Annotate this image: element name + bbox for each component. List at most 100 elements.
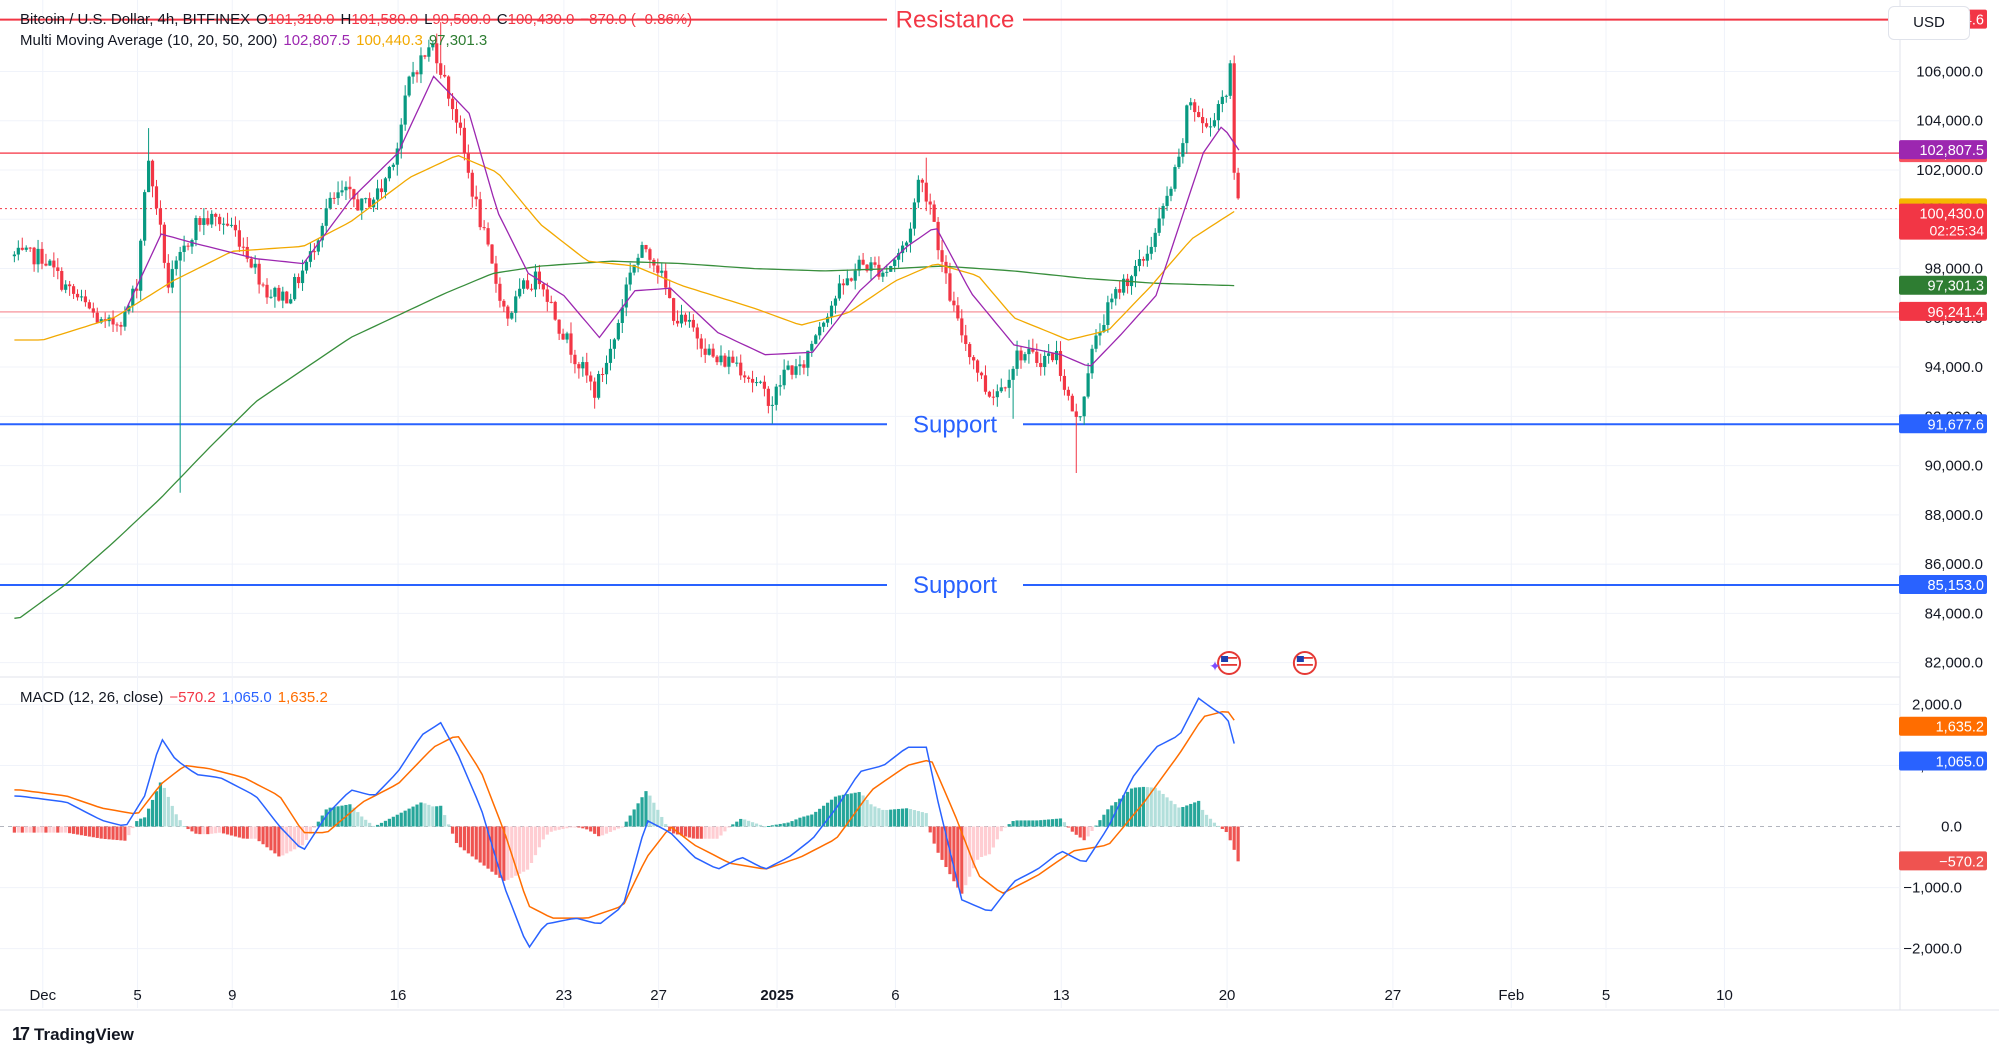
candle[interactable] [979, 371, 984, 380]
candle[interactable] [1161, 203, 1165, 226]
candle[interactable] [1153, 228, 1157, 253]
candle[interactable] [379, 179, 384, 199]
candle[interactable] [281, 286, 285, 309]
candle[interactable] [52, 252, 56, 277]
candle[interactable] [956, 297, 960, 321]
candle[interactable] [304, 260, 309, 274]
candle[interactable] [825, 313, 830, 328]
symbol-title[interactable]: Bitcoin / U.S. Dollar, 4h, BITFINEX [20, 11, 251, 28]
candle[interactable] [1204, 118, 1209, 129]
candle[interactable] [399, 118, 403, 159]
candle[interactable] [1125, 273, 1130, 294]
candle[interactable] [1043, 350, 1047, 376]
candle[interactable] [1137, 249, 1142, 272]
candle[interactable] [249, 256, 253, 269]
candle[interactable] [178, 246, 182, 493]
candle[interactable] [782, 359, 786, 390]
candle[interactable] [170, 260, 174, 294]
candle[interactable] [616, 319, 620, 341]
candle[interactable] [1189, 97, 1193, 110]
candle[interactable] [198, 215, 202, 232]
candle[interactable] [1050, 352, 1055, 363]
candle[interactable] [28, 246, 32, 252]
candle[interactable] [435, 33, 439, 74]
candle[interactable] [833, 295, 838, 314]
candle[interactable] [841, 278, 845, 295]
level-line-resistance[interactable]: Resistance [0, 7, 1900, 34]
candle[interactable] [1145, 245, 1149, 267]
candle[interactable] [44, 253, 48, 267]
candle[interactable] [79, 289, 84, 302]
candle[interactable] [1133, 260, 1138, 288]
candle[interactable] [770, 396, 774, 424]
candle[interactable] [99, 316, 103, 324]
candle[interactable] [214, 212, 218, 227]
candle[interactable] [407, 75, 411, 98]
candle[interactable] [1066, 386, 1070, 401]
candle[interactable] [679, 304, 684, 328]
candle[interactable] [952, 291, 956, 312]
candle[interactable] [1212, 113, 1217, 128]
candle[interactable] [443, 65, 447, 78]
candle[interactable] [991, 389, 995, 406]
candle[interactable] [458, 115, 463, 136]
candle[interactable] [668, 279, 672, 299]
candle[interactable] [1220, 90, 1224, 113]
candle[interactable] [778, 375, 782, 396]
candle[interactable] [695, 323, 699, 350]
candle[interactable] [265, 278, 269, 304]
candle[interactable] [83, 289, 88, 307]
indicator-price-tag[interactable]: 100,430.002:25:34 [1899, 203, 1987, 240]
candle[interactable] [360, 198, 364, 220]
candle[interactable] [210, 210, 214, 228]
candle[interactable] [454, 101, 459, 134]
candle[interactable] [218, 213, 222, 231]
candle[interactable] [1185, 104, 1189, 154]
candle[interactable] [439, 22, 443, 79]
macd-line[interactable] [14, 697, 1235, 949]
candle[interactable] [257, 259, 261, 294]
candle[interactable] [312, 243, 316, 260]
candle[interactable] [478, 191, 482, 231]
candle[interactable] [190, 238, 194, 254]
candle[interactable] [675, 310, 680, 327]
candle[interactable] [510, 311, 514, 320]
candle[interactable] [1236, 167, 1240, 200]
candle[interactable] [798, 355, 802, 376]
candle[interactable] [660, 262, 664, 277]
candle[interactable] [774, 383, 778, 411]
candle[interactable] [758, 380, 763, 384]
candle[interactable] [597, 370, 601, 400]
candle[interactable] [845, 269, 849, 286]
candle[interactable] [368, 192, 372, 208]
candle[interactable] [320, 222, 324, 248]
candle[interactable] [502, 299, 506, 313]
candle[interactable] [1019, 345, 1023, 369]
candle[interactable] [498, 277, 502, 308]
candle[interactable] [221, 217, 226, 235]
candle[interactable] [427, 39, 431, 62]
candle[interactable] [40, 242, 44, 270]
candle[interactable] [482, 220, 486, 231]
candle[interactable] [1027, 339, 1031, 364]
candle[interactable] [873, 256, 877, 268]
level-line-support[interactable]: Support [0, 572, 1900, 599]
candle[interactable] [32, 246, 36, 272]
candle[interactable] [944, 255, 948, 284]
candle[interactable] [269, 289, 273, 299]
candle[interactable] [91, 302, 95, 318]
candle[interactable] [202, 208, 206, 236]
level-price-tag[interactable]: 91,677.6 [1899, 414, 1987, 434]
candle[interactable] [1228, 60, 1232, 99]
candle[interactable] [628, 262, 632, 291]
candle[interactable] [364, 197, 368, 204]
candle[interactable] [415, 70, 419, 83]
candle[interactable] [16, 240, 20, 261]
indicator-price-tag[interactable]: 97,301.3 [1899, 275, 1987, 295]
candle[interactable] [316, 239, 320, 256]
candle[interactable] [1011, 366, 1015, 419]
candle[interactable] [36, 239, 40, 273]
candle[interactable] [818, 322, 822, 340]
candle[interactable] [166, 254, 170, 294]
candle[interactable] [814, 333, 818, 345]
